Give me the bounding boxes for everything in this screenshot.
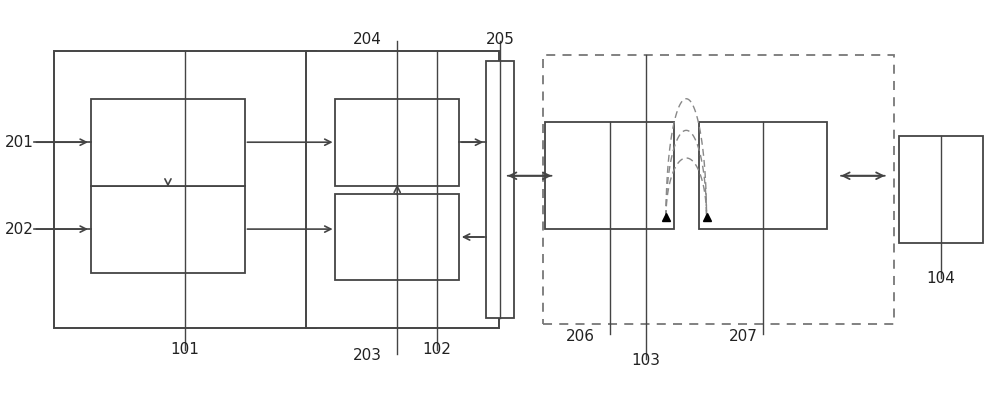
Bar xyxy=(54,51,316,328)
Text: 205: 205 xyxy=(486,32,514,47)
Bar xyxy=(306,51,499,328)
Bar xyxy=(543,55,894,324)
Text: 102: 102 xyxy=(422,342,451,357)
Text: 104: 104 xyxy=(926,271,955,286)
Bar xyxy=(545,122,674,229)
Text: 206: 206 xyxy=(566,329,595,344)
Text: 203: 203 xyxy=(353,348,382,363)
Bar xyxy=(335,99,459,186)
Text: 101: 101 xyxy=(170,342,199,357)
Bar xyxy=(91,99,245,186)
Bar xyxy=(91,186,245,273)
Text: 202: 202 xyxy=(5,222,34,237)
Bar xyxy=(699,122,827,229)
Text: 103: 103 xyxy=(632,353,661,368)
Bar xyxy=(486,61,514,318)
Text: 204: 204 xyxy=(353,32,382,47)
Text: 201: 201 xyxy=(5,135,34,150)
Bar xyxy=(335,194,459,280)
Text: 207: 207 xyxy=(729,329,758,344)
Bar xyxy=(899,136,983,243)
